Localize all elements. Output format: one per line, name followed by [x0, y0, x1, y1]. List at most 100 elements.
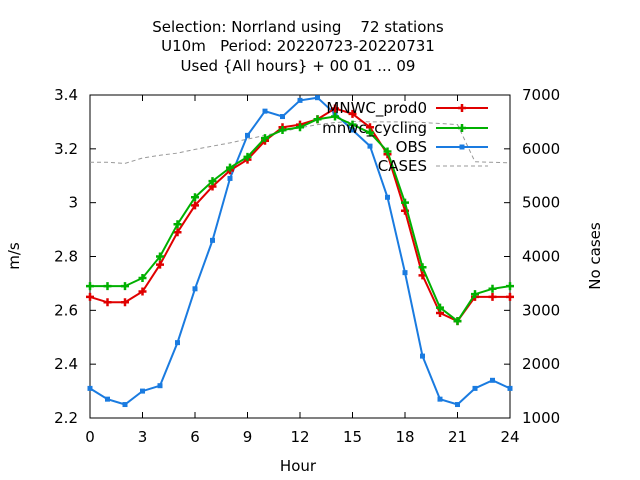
data-point: [315, 95, 320, 101]
data-point: [87, 385, 93, 391]
y-tick-label: 2.4: [54, 355, 78, 373]
data-point: [103, 282, 112, 291]
legend-label: mnwc_cycling: [322, 119, 427, 138]
x-tick-label: 15: [343, 428, 362, 446]
data-point: [156, 260, 164, 269]
x-tick-label: 21: [448, 428, 467, 446]
data-point: [458, 104, 466, 112]
data-point: [313, 115, 322, 124]
data-point: [506, 282, 514, 291]
series-line: [89, 96, 511, 406]
y2-axis: 1000 2000 3000 4000 5000 6000 7000: [504, 86, 560, 427]
y2-axis-label: No cases: [586, 222, 604, 290]
data-point: [471, 290, 479, 299]
data-point: [296, 123, 304, 132]
title-line-1: Selection: Norrland using 72 stations: [152, 18, 444, 36]
data-point: [348, 109, 357, 118]
x-axis: 0 3 6 9 12 15 18 21 24: [85, 95, 520, 446]
data-point: [192, 286, 198, 292]
data-point: [175, 340, 180, 346]
data-point: [455, 402, 460, 408]
data-point: [366, 128, 374, 137]
y-axis-label: m/s: [5, 242, 23, 270]
y-axis: 2.2 2.4 2.6 2.8 3 3.2 3.4: [54, 86, 96, 427]
data-point: [280, 114, 285, 120]
data-point: [191, 193, 199, 202]
y2-tick-label: 6000: [522, 140, 560, 158]
data-point: [402, 270, 408, 276]
data-point: [459, 144, 465, 150]
y-tick-label: 3.2: [54, 140, 78, 158]
data-point: [191, 201, 199, 210]
data-point: [331, 112, 339, 121]
data-point: [121, 282, 129, 291]
x-tick-label: 24: [500, 428, 519, 446]
data-point: [506, 292, 514, 301]
plot-frame: [89, 94, 511, 419]
series-obs: [87, 95, 513, 408]
data-point: [156, 252, 164, 261]
legend-label: CASES: [378, 157, 427, 175]
legend-label: MNWC_prod0: [326, 99, 427, 118]
data-point: [488, 292, 497, 301]
data-point: [138, 274, 147, 283]
data-point: [507, 385, 513, 391]
chart-title: Selection: Norrland using 72 stations U1…: [152, 18, 444, 75]
series-mnwc-cycling: [86, 112, 514, 326]
data-point: [243, 152, 252, 161]
title-line-3: Used {All hours} + 00 01 ... 09: [181, 57, 416, 75]
data-point: [140, 388, 145, 394]
series-layer: [86, 95, 514, 408]
data-point: [226, 163, 234, 172]
y2-tick-label: 2000: [522, 355, 560, 373]
y-tick-label: 2.2: [54, 409, 78, 427]
data-point: [436, 303, 444, 312]
data-point: [227, 175, 233, 181]
data-point: [262, 108, 268, 114]
x-tick-label: 3: [138, 428, 148, 446]
data-point: [490, 377, 495, 383]
data-point: [208, 177, 217, 186]
data-point: [105, 396, 110, 402]
data-point: [278, 125, 287, 134]
y-tick-label: 2.6: [54, 301, 78, 319]
y2-tick-label: 3000: [522, 301, 560, 319]
data-point: [420, 353, 425, 359]
data-point: [86, 282, 94, 291]
title-line-2: U10m Period: 20220723-20220731: [161, 37, 435, 55]
data-point: [418, 263, 427, 272]
data-point: [383, 147, 392, 156]
data-point: [86, 292, 94, 301]
data-point: [210, 237, 215, 243]
data-point: [173, 220, 182, 229]
x-tick-label: 9: [243, 428, 253, 446]
y-tick-label: 2.8: [54, 248, 78, 266]
data-point: [103, 298, 112, 307]
y2-tick-label: 5000: [522, 194, 560, 212]
data-point: [245, 132, 250, 138]
data-point: [122, 402, 128, 408]
x-tick-label: 0: [85, 428, 95, 446]
x-tick-label: 18: [395, 428, 414, 446]
data-point: [121, 298, 129, 307]
y-tick-label: 3: [68, 194, 78, 212]
data-point: [385, 194, 390, 200]
y-tick-label: 3.4: [54, 86, 78, 104]
series-mnwc-prod0: [86, 104, 514, 326]
data-point: [138, 287, 147, 296]
data-point: [331, 104, 339, 113]
series-line: [89, 107, 510, 323]
data-point: [348, 120, 357, 129]
data-point: [488, 284, 497, 293]
y2-tick-label: 7000: [522, 86, 560, 104]
legend-label: OBS: [396, 138, 427, 156]
y2-tick-label: 4000: [522, 248, 560, 266]
data-point: [173, 228, 182, 237]
data-point: [401, 198, 409, 207]
data-point: [472, 385, 478, 391]
data-point: [453, 317, 462, 326]
x-tick-label: 12: [290, 428, 309, 446]
y2-tick-label: 1000: [522, 409, 560, 427]
data-point: [297, 97, 303, 103]
